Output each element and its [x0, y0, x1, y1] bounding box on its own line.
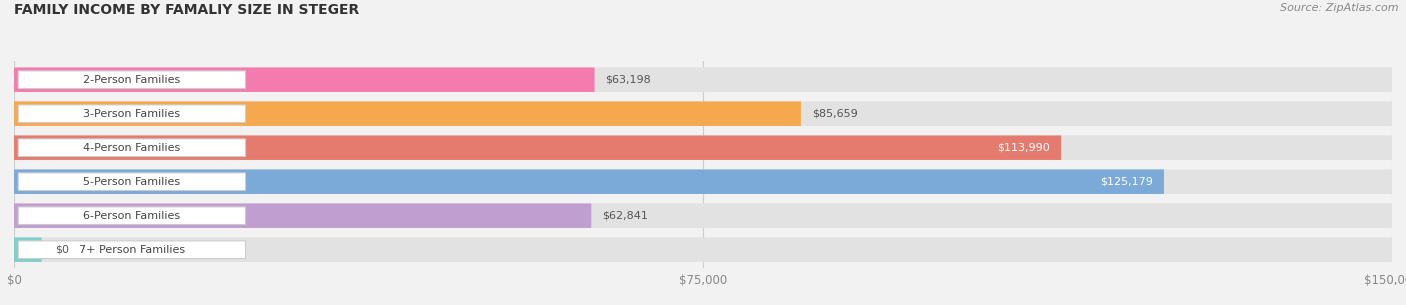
- FancyBboxPatch shape: [14, 203, 1392, 228]
- Text: $85,659: $85,659: [811, 109, 858, 119]
- FancyBboxPatch shape: [18, 139, 246, 156]
- Text: $63,198: $63,198: [606, 75, 651, 85]
- Text: 4-Person Families: 4-Person Families: [83, 143, 180, 153]
- Text: 5-Person Families: 5-Person Families: [83, 177, 180, 187]
- FancyBboxPatch shape: [18, 207, 246, 224]
- FancyBboxPatch shape: [18, 105, 246, 123]
- FancyBboxPatch shape: [18, 71, 246, 88]
- Text: 2-Person Families: 2-Person Families: [83, 75, 180, 85]
- Text: $62,841: $62,841: [602, 211, 648, 221]
- FancyBboxPatch shape: [14, 170, 1392, 194]
- FancyBboxPatch shape: [14, 170, 1164, 194]
- Text: FAMILY INCOME BY FAMALIY SIZE IN STEGER: FAMILY INCOME BY FAMALIY SIZE IN STEGER: [14, 3, 360, 17]
- FancyBboxPatch shape: [14, 238, 42, 262]
- Text: Source: ZipAtlas.com: Source: ZipAtlas.com: [1281, 3, 1399, 13]
- FancyBboxPatch shape: [14, 238, 1392, 262]
- FancyBboxPatch shape: [14, 67, 1392, 92]
- Text: 7+ Person Families: 7+ Person Families: [79, 245, 186, 255]
- Text: $113,990: $113,990: [997, 143, 1050, 153]
- FancyBboxPatch shape: [14, 203, 592, 228]
- Text: 6-Person Families: 6-Person Families: [83, 211, 180, 221]
- Text: $125,179: $125,179: [1099, 177, 1153, 187]
- FancyBboxPatch shape: [14, 135, 1062, 160]
- Text: $0: $0: [55, 245, 69, 255]
- FancyBboxPatch shape: [14, 102, 801, 126]
- FancyBboxPatch shape: [14, 135, 1392, 160]
- FancyBboxPatch shape: [18, 173, 246, 191]
- FancyBboxPatch shape: [14, 67, 595, 92]
- FancyBboxPatch shape: [14, 102, 1392, 126]
- FancyBboxPatch shape: [18, 241, 246, 259]
- Text: 3-Person Families: 3-Person Families: [83, 109, 180, 119]
